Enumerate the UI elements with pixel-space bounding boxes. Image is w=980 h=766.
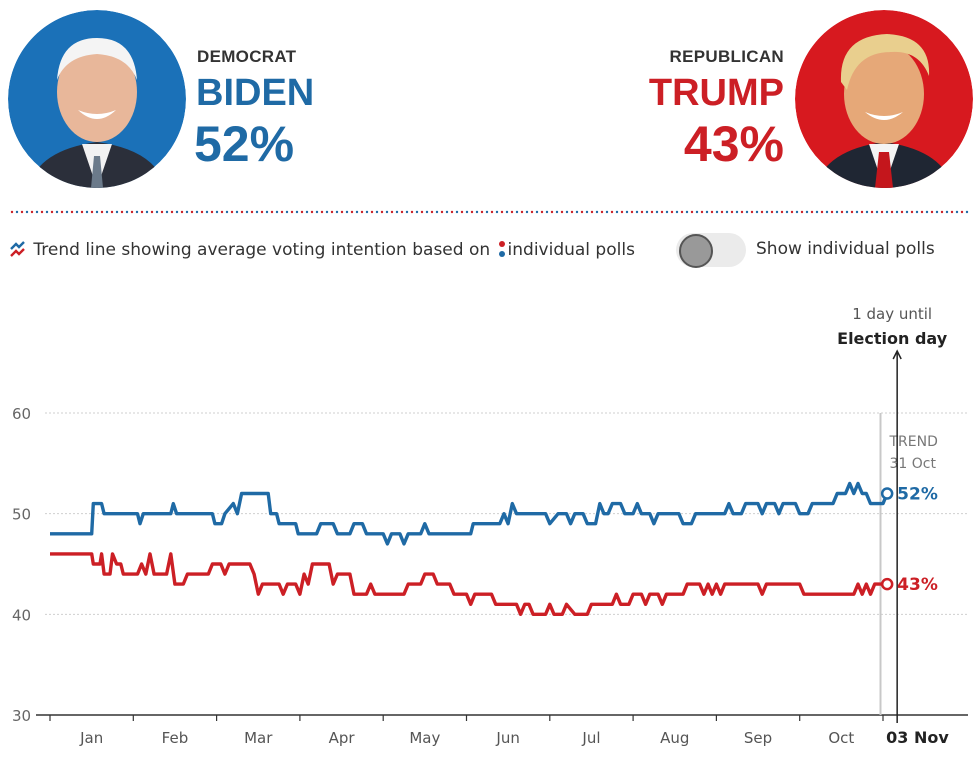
biden-portrait-art: [8, 10, 186, 188]
x-tick-label: Jun: [495, 729, 519, 747]
election-date-label: 03 Nov: [886, 728, 949, 747]
biden-percentage: 52%: [194, 116, 295, 172]
x-tick-label: Feb: [162, 729, 189, 747]
x-tick-label: Oct: [828, 729, 854, 747]
x-tick-label: Jan: [79, 729, 103, 747]
toggle-knob[interactable]: [679, 234, 713, 268]
y-tick-label: 50: [12, 506, 31, 524]
series-end-label-biden: 52%: [897, 485, 938, 505]
chart-legend: Trend line showing average voting intent…: [10, 236, 650, 265]
section-divider: [10, 210, 972, 214]
election-day-arrow-icon: [892, 349, 902, 360]
show-polls-toggle[interactable]: [676, 233, 746, 268]
poll-dots-icon: [498, 241, 505, 257]
x-tick-label: Aug: [660, 729, 689, 747]
trend-date: 31 Oct: [890, 456, 937, 472]
chart-series: 52% 43%: [50, 481, 938, 616]
show-polls-toggle-control[interactable]: Show individual polls: [676, 233, 966, 269]
series-line-biden: [50, 481, 889, 546]
x-tick-label: Sep: [744, 729, 772, 747]
x-tick-label: Apr: [329, 729, 356, 747]
trump-percentage: 43%: [683, 116, 784, 172]
y-tick-label: 60: [12, 405, 31, 423]
y-tick-label: 30: [12, 707, 31, 725]
trump-party: REPUBLICAN: [669, 47, 784, 66]
series-line-trump: [50, 552, 888, 616]
biden-portrait: [8, 10, 186, 188]
x-axis-ticks: Jan Feb Mar Apr May Jun Jul Aug Sep Oct: [49, 715, 884, 747]
legend-polls-text: individual polls: [507, 240, 635, 260]
trump-portrait-art: [795, 10, 973, 188]
x-tick-label: Mar: [244, 729, 273, 747]
legend-trend-text: Trend line showing average voting intent…: [33, 240, 491, 260]
y-axis-ticks: 30 40 50 60: [12, 405, 31, 725]
show-polls-label[interactable]: Show individual polls: [756, 239, 935, 259]
y-tick-label: 40: [12, 606, 31, 624]
trump-name: TRUMP: [648, 72, 784, 114]
biden-party: DEMOCRAT: [197, 47, 297, 66]
election-day-label: Election day: [837, 329, 948, 348]
trend-label: TREND: [889, 434, 938, 450]
trend-line-icon: [10, 241, 25, 257]
series-end-marker-trump: [880, 577, 894, 591]
x-tick-label: May: [409, 729, 440, 747]
series-end-marker-biden: [880, 487, 894, 500]
x-tick-label: Jul: [581, 729, 600, 747]
series-end-label-trump: 43%: [897, 575, 938, 595]
biden-name: BIDEN: [196, 72, 315, 114]
trump-portrait: [795, 10, 973, 188]
election-countdown: 1 day until: [852, 305, 932, 323]
